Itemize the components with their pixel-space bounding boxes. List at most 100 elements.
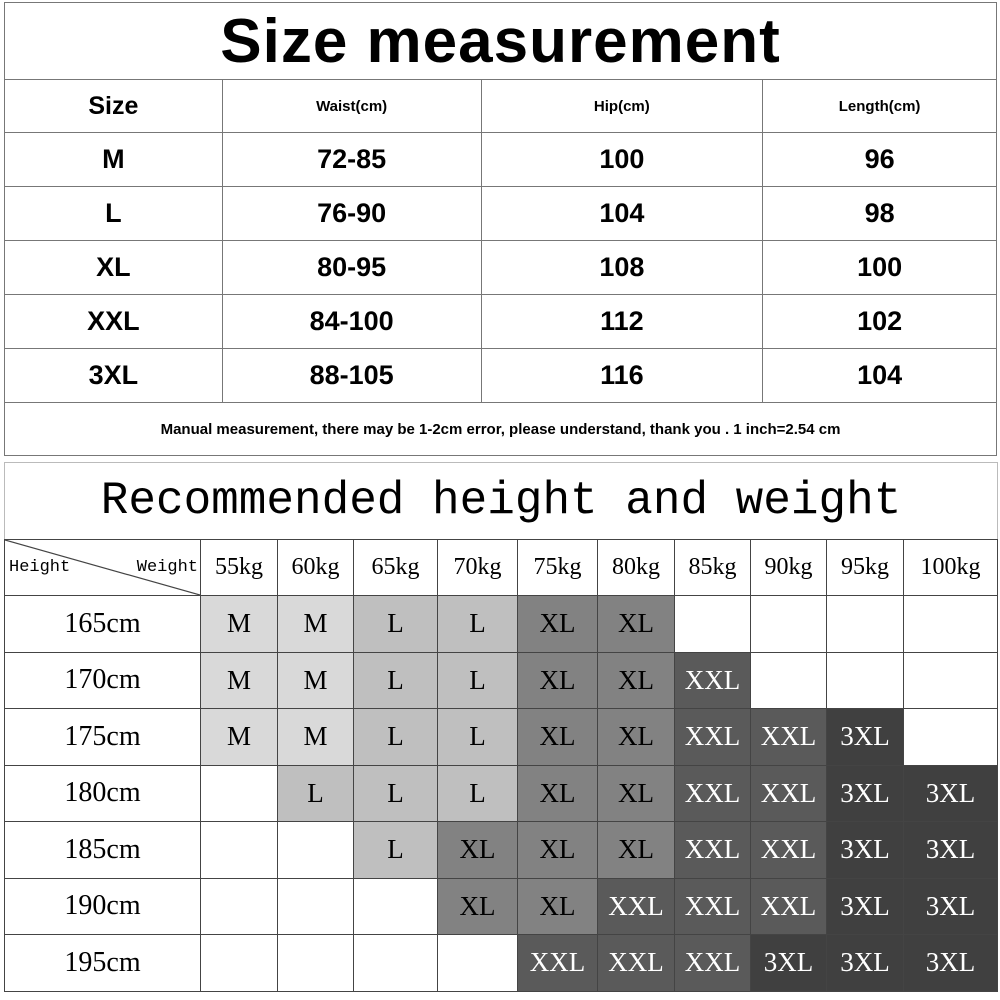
size-cell: L: [437, 764, 518, 822]
size-cell: [277, 934, 354, 992]
table-cell: 100: [762, 240, 997, 295]
size-cell: L: [437, 595, 518, 653]
table-row: 170cm M M L L XL XL XXL: [4, 651, 999, 709]
size-cell: [277, 877, 354, 935]
column-header: Length(cm): [762, 79, 997, 133]
size-table-title: Size measurement: [4, 2, 997, 80]
size-cell: L: [353, 595, 438, 653]
table-cell: 96: [762, 132, 997, 187]
size-cell: XL: [597, 708, 675, 766]
size-cell: L: [437, 708, 518, 766]
size-cell: [826, 651, 904, 709]
table-cell: 80-95: [221, 240, 482, 295]
size-measurement-table: Size measurement Size Waist(cm) Hip(cm) Len…: [4, 2, 997, 456]
height-label: 175cm: [4, 708, 201, 766]
size-cell: XXL: [517, 934, 598, 992]
size-cell: 3XL: [826, 708, 904, 766]
table-cell: 76-90: [221, 186, 482, 241]
size-cell: M: [277, 595, 354, 653]
table-cell: 3XL: [4, 348, 223, 403]
table-cell: 112: [480, 294, 764, 349]
table-row: 190cm XL XL XXL XXL XXL 3XL 3XL: [4, 877, 999, 935]
size-cell: XL: [517, 708, 598, 766]
weight-header: 55kg: [200, 539, 278, 596]
size-cell: XL: [437, 821, 518, 879]
table-row: 180cm L L L XL XL XXL XXL 3XL 3XL: [4, 764, 999, 822]
column-header: Waist(cm): [221, 79, 482, 133]
size-cell: L: [353, 708, 438, 766]
size-cell: [200, 821, 278, 879]
size-cell: XXL: [674, 934, 751, 992]
weight-header: 95kg: [826, 539, 904, 596]
size-cell: XL: [597, 764, 675, 822]
table-row: 185cm L XL XL XL XXL XXL 3XL 3XL: [4, 821, 999, 879]
weight-header: 80kg: [597, 539, 675, 596]
size-cell: XL: [597, 821, 675, 879]
size-cell: XXL: [674, 821, 751, 879]
size-cell: [750, 651, 827, 709]
size-cell: [826, 595, 904, 653]
size-cell: M: [277, 708, 354, 766]
size-cell: XXL: [674, 877, 751, 935]
size-cell: [902, 651, 999, 709]
size-cell: L: [353, 651, 438, 709]
size-cell: XXL: [597, 877, 675, 935]
diagonal-divider: [5, 540, 200, 595]
size-cell: [200, 934, 278, 992]
size-cell: 3XL: [826, 934, 904, 992]
size-cell: XL: [517, 651, 598, 709]
table-cell: 116: [480, 348, 764, 403]
table-cell: 108: [480, 240, 764, 295]
height-label: 185cm: [4, 821, 201, 879]
table-cell: XXL: [4, 294, 223, 349]
weight-header: 100kg: [902, 539, 999, 596]
size-cell: 3XL: [902, 934, 999, 992]
height-axis-label: Height: [9, 558, 71, 577]
size-cell: 3XL: [826, 877, 904, 935]
size-cell: M: [200, 595, 278, 653]
size-cell: [902, 595, 999, 653]
size-cell: [277, 821, 354, 879]
height-label: 190cm: [4, 877, 201, 935]
size-cell: [353, 877, 438, 935]
size-cell: XL: [597, 651, 675, 709]
size-cell: [200, 764, 278, 822]
measurement-note: Manual measurement, there may be 1-2cm e…: [4, 402, 997, 456]
table-row: XXL 84-100 112 102: [4, 294, 997, 349]
table-cell: XL: [4, 240, 223, 295]
size-cell: M: [277, 651, 354, 709]
size-cell: 3XL: [902, 764, 999, 822]
size-cell: L: [277, 764, 354, 822]
size-cell: M: [200, 651, 278, 709]
size-cell: L: [353, 821, 438, 879]
table-cell: 72-85: [221, 132, 482, 187]
table-cell: 102: [762, 294, 997, 349]
size-cell: XXL: [597, 934, 675, 992]
size-cell: XXL: [674, 651, 751, 709]
table-row: 195cm XXL XXL XXL 3XL 3XL 3XL: [4, 934, 999, 992]
size-cell: 3XL: [826, 821, 904, 879]
weight-header: 70kg: [437, 539, 518, 596]
size-cell: XL: [517, 821, 598, 879]
table-row: XL 80-95 108 100: [4, 240, 997, 295]
size-cell: XL: [517, 877, 598, 935]
size-cell: 3XL: [902, 877, 999, 935]
table-cell: 98: [762, 186, 997, 241]
size-cell: [437, 934, 518, 992]
size-cell: XL: [517, 595, 598, 653]
weight-header: 65kg: [353, 539, 438, 596]
size-cell: 3XL: [902, 821, 999, 879]
size-cell: [200, 877, 278, 935]
size-cell: XXL: [750, 877, 827, 935]
table-cell: 100: [480, 132, 764, 187]
table-row: M 72-85 100 96: [4, 132, 997, 187]
table-row: 175cm M M L L XL XL XXL XXL 3XL: [4, 708, 999, 766]
table-cell: 104: [480, 186, 764, 241]
size-cell: L: [353, 764, 438, 822]
size-cell: XXL: [750, 821, 827, 879]
size-cell: M: [200, 708, 278, 766]
height-label: 195cm: [4, 934, 201, 992]
size-cell: XL: [437, 877, 518, 935]
size-cell: 3XL: [750, 934, 827, 992]
size-cell: XXL: [750, 764, 827, 822]
